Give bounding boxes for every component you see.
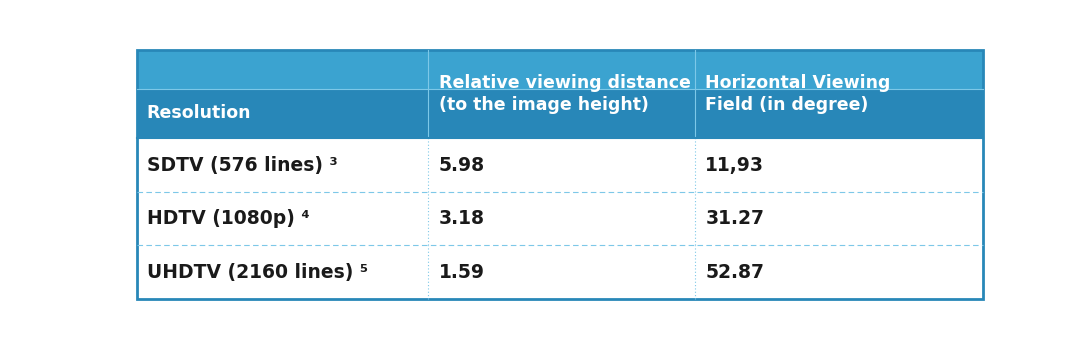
Text: UHDTV (2160 lines) ⁵: UHDTV (2160 lines) ⁵ — [146, 263, 368, 282]
Bar — [136, 138, 983, 192]
Text: 3.18: 3.18 — [439, 209, 485, 228]
Text: 52.87: 52.87 — [705, 263, 764, 282]
Text: 31.27: 31.27 — [705, 209, 764, 228]
Bar — [136, 50, 983, 89]
Text: Relative viewing distance
(to the image height): Relative viewing distance (to the image … — [439, 74, 690, 114]
Bar — [136, 192, 983, 245]
Bar — [136, 245, 983, 299]
Text: 5.98: 5.98 — [439, 156, 485, 174]
Bar — [136, 89, 983, 138]
Text: SDTV (576 lines) ³: SDTV (576 lines) ³ — [146, 156, 337, 174]
Text: HDTV (1080p) ⁴: HDTV (1080p) ⁴ — [146, 209, 309, 228]
Text: Resolution: Resolution — [146, 104, 251, 122]
Text: 1.59: 1.59 — [439, 263, 485, 282]
Text: 11,93: 11,93 — [705, 156, 764, 174]
Text: Horizontal Viewing
Field (in degree): Horizontal Viewing Field (in degree) — [705, 74, 891, 114]
